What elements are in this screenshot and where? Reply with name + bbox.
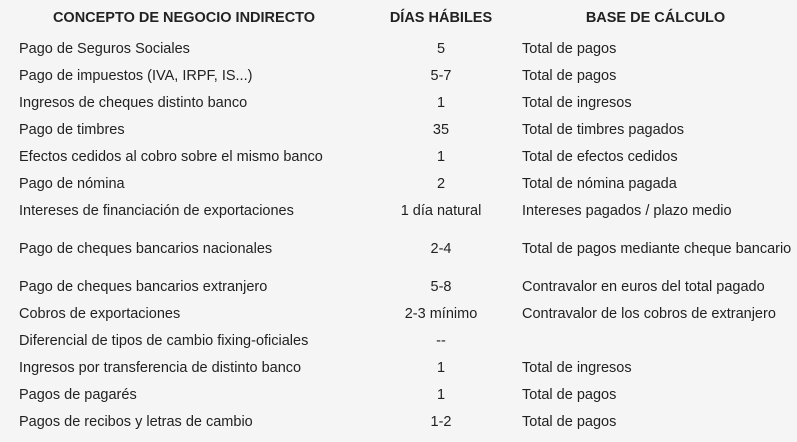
cell-base: Total de timbres pagados: [522, 122, 685, 138]
cell-days: 2-3 mínimo: [404, 306, 478, 322]
table-row: Pagos de pagarés 1 Total de pagos: [0, 382, 797, 409]
table-row: Pago de timbres 35 Total de timbres paga…: [0, 117, 797, 144]
cell-base: Total de pagos: [522, 414, 617, 430]
table-row: Pago de cheques bancarios extranjero 5-8…: [0, 274, 797, 301]
cell-concept: Ingresos de cheques distinto banco: [19, 95, 248, 111]
cell-base: Total de nómina pagada: [522, 176, 677, 192]
cell-concept: Pago de cheques bancarios nacionales: [19, 241, 273, 257]
cell-base: Total de pagos: [522, 387, 617, 403]
cell-base: Contravalor en euros del total pagado: [522, 279, 765, 295]
cell-concept: Pagos de recibos y letras de cambio: [19, 414, 253, 430]
cell-days: 1 día natural: [400, 203, 482, 219]
header-base: BASE DE CÁLCULO: [585, 10, 726, 26]
table-row: Cobros de exportaciones 2-3 mínimo Contr…: [0, 301, 797, 328]
cell-base: Total de efectos cedidos: [522, 149, 678, 165]
table-row: Pago de Seguros Sociales 5 Total de pago…: [0, 36, 797, 63]
table-row: Intereses de financiación de exportacion…: [0, 198, 797, 225]
cell-days: 1: [436, 360, 446, 376]
cell-base: Total de ingresos: [522, 95, 632, 111]
cell-concept: Pago de impuestos (IVA, IRPF, IS...): [19, 68, 253, 84]
table-row: Ingresos por transferencia de distinto b…: [0, 355, 797, 382]
cell-base: [514, 328, 797, 355]
cell-base: Intereses pagados / plazo medio: [522, 203, 732, 219]
cell-concept: Cobros de exportaciones: [19, 306, 181, 322]
cell-days: 5-7: [430, 68, 452, 84]
cell-base: Total de pagos mediante cheque bancario: [522, 241, 792, 257]
cell-base: Contravalor de los cobros de extranjero: [522, 306, 776, 322]
table-row: Pago de nómina 2 Total de nómina pagada: [0, 171, 797, 198]
table-row: Efectos cedidos al cobro sobre el mismo …: [0, 144, 797, 171]
cell-days: 1-2: [430, 414, 452, 430]
table-row: Ingresos de cheques distinto banco 1 Tot…: [0, 90, 797, 117]
cell-concept: Ingresos por transferencia de distinto b…: [19, 360, 302, 376]
cell-days: 1: [436, 387, 446, 403]
table-row: Pago de cheques bancarios nacionales 2-4…: [0, 225, 797, 274]
cell-concept: Pagos de pagarés: [19, 387, 137, 403]
cell-days: 2-4: [430, 241, 452, 257]
cell-concept: Pago de nómina: [19, 176, 125, 192]
table-header-row: CONCEPTO DE NEGOCIO INDIRECTO DÍAS HÁBIL…: [0, 0, 797, 36]
table-row: Diferencial de tipos de cambio fixing-of…: [0, 328, 797, 355]
cell-days: 1: [436, 149, 446, 165]
cell-concept: Diferencial de tipos de cambio fixing-of…: [19, 333, 309, 349]
cell-concept: Pago de cheques bancarios extranjero: [19, 279, 268, 295]
cell-days: 1: [436, 95, 446, 111]
cell-days: 2: [436, 176, 446, 192]
cell-concept: Efectos cedidos al cobro sobre el mismo …: [19, 149, 323, 165]
header-days: DÍAS HÁBILES: [389, 10, 493, 26]
cell-days: 5: [436, 41, 446, 57]
cell-concept: Pago de timbres: [19, 122, 125, 138]
cell-days: --: [436, 333, 446, 349]
header-concept: CONCEPTO DE NEGOCIO INDIRECTO: [52, 10, 316, 26]
cell-days: 5-8: [430, 279, 452, 295]
cell-concept: Pago de Seguros Sociales: [19, 41, 190, 57]
cell-concept: Intereses de financiación de exportacion…: [19, 203, 294, 219]
cell-base: Total de pagos: [522, 68, 617, 84]
table-row: Pagos de recibos y letras de cambio 1-2 …: [0, 409, 797, 436]
table-row: Pago de impuestos (IVA, IRPF, IS...) 5-7…: [0, 63, 797, 90]
cell-base: Total de pagos: [522, 41, 617, 57]
cell-days: 35: [432, 122, 450, 138]
cell-base: Total de ingresos: [522, 360, 632, 376]
